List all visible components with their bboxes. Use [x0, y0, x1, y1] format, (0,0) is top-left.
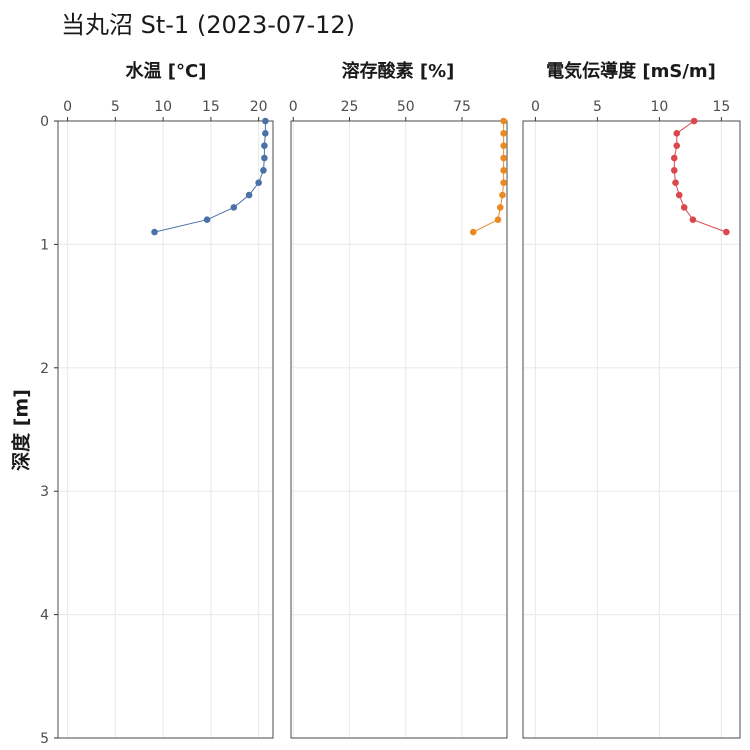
data-point [469, 228, 477, 236]
x-tick-label: 50 [397, 99, 415, 115]
panel-title-conductivity: 電気伝導度 [mS/m] [546, 61, 716, 82]
chart-title: 当丸沼 St-1 (2023-07-12) [61, 11, 356, 39]
data-point [255, 179, 262, 186]
data-point [496, 204, 504, 211]
data-point [262, 117, 269, 125]
x-tick-label: 75 [453, 99, 471, 115]
x-tick-label: 0 [63, 99, 72, 115]
y-tick-label: 0 [40, 114, 49, 130]
panel-border [290, 120, 508, 739]
data-point [494, 216, 502, 224]
data-point [230, 204, 238, 211]
x-tick-label: 5 [593, 99, 602, 115]
x-tick-label: 10 [154, 99, 172, 115]
data-point [500, 117, 507, 125]
x-tick-label: 15 [712, 99, 730, 115]
data-point [690, 117, 698, 125]
data-point [261, 154, 268, 162]
data-point [675, 191, 683, 199]
data-point [203, 216, 211, 224]
data-point [670, 154, 678, 162]
data-point [500, 154, 507, 162]
panel-title-dissolved-oxygen: 溶存酸素 [%] [341, 61, 455, 82]
panel-border [522, 120, 741, 739]
data-point [499, 191, 506, 199]
data-point [151, 228, 158, 236]
x-tick-label: 0 [289, 99, 298, 115]
data-point [670, 167, 678, 174]
data-point [689, 216, 697, 224]
data-point [672, 179, 679, 186]
data-point [261, 142, 268, 149]
series-line [473, 121, 505, 233]
y-tick-label: 2 [40, 361, 49, 377]
series-line [673, 120, 727, 233]
data-point [500, 179, 507, 186]
x-tick-label: 10 [650, 99, 668, 115]
data-point [245, 191, 253, 199]
x-tick-label: 15 [202, 99, 220, 115]
y-tick-label: 5 [40, 731, 49, 747]
data-point [500, 142, 507, 149]
x-tick-label: 0 [531, 99, 540, 115]
y-tick-label: 4 [40, 608, 49, 624]
x-tick-label: 25 [341, 99, 359, 115]
data-point [260, 167, 267, 174]
x-tick-label: 5 [111, 99, 120, 115]
data-point [673, 130, 681, 137]
data-point [500, 130, 507, 137]
panel-title-water-temp: 水温 [°C] [125, 61, 207, 82]
y-tick-label: 1 [40, 237, 49, 253]
data-point [680, 204, 688, 211]
data-point [500, 167, 507, 174]
data-point [723, 228, 730, 236]
series-line [154, 121, 266, 233]
y-tick-label: 3 [40, 484, 49, 500]
x-tick-label: 20 [250, 99, 268, 115]
data-point [262, 130, 269, 137]
panel-border [57, 120, 274, 739]
data-point [673, 142, 681, 149]
